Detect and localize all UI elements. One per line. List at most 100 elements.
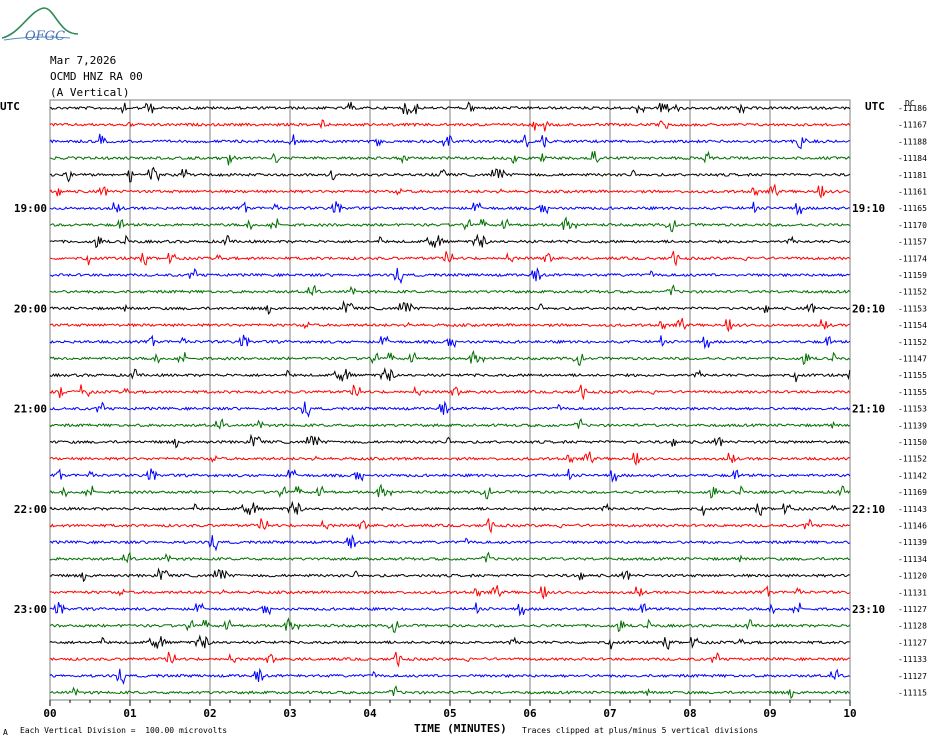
seismic-trace	[49, 685, 851, 700]
dc-offset-label: -11165	[898, 204, 927, 213]
left-hour-label: 20:00	[14, 302, 47, 315]
x-tick-label: 04	[363, 707, 377, 720]
left-hour-label: 22:00	[14, 503, 47, 516]
dc-offset-label: -11181	[898, 171, 927, 180]
seismic-trace	[49, 233, 851, 249]
ofgc-logo: OFGC	[1, 7, 79, 44]
seismic-trace	[49, 284, 851, 297]
dc-label: DC	[905, 99, 915, 108]
corner-mark: A	[3, 728, 8, 737]
dc-offset-label: -11186	[898, 104, 927, 113]
dc-offset-label: -11152	[898, 288, 927, 297]
seismic-trace	[49, 433, 850, 449]
left-hour-label: 21:00	[14, 403, 47, 416]
left-hour-label: 19:00	[14, 202, 47, 215]
dc-offset-label: -11143	[898, 505, 927, 514]
plot-date: Mar 7,2026	[50, 54, 117, 67]
seismic-trace	[49, 101, 851, 115]
seismic-trace	[49, 617, 851, 634]
seismic-trace	[49, 667, 851, 686]
dc-offset-label: -11157	[898, 238, 927, 247]
x-tick-label: 08	[683, 707, 696, 720]
seismic-trace	[49, 166, 851, 183]
seismic-trace	[49, 184, 850, 199]
dc-offset-label: -11188	[898, 137, 927, 146]
seismic-trace	[49, 201, 850, 216]
dc-offset-label: -11154	[898, 321, 927, 330]
dc-offset-label: -11139	[898, 538, 927, 547]
seismic-trace	[49, 317, 851, 333]
x-tick-label: 01	[123, 707, 137, 720]
seismic-trace	[49, 500, 850, 517]
seismic-trace	[49, 551, 850, 564]
dc-offset-label: -11167	[898, 121, 927, 130]
seismic-trace	[49, 601, 851, 617]
component-label: (A Vertical)	[50, 86, 130, 99]
seismic-trace	[49, 349, 851, 366]
x-tick-label: 02	[203, 707, 216, 720]
seismic-trace	[49, 133, 851, 150]
x-tick-label: 10	[843, 707, 856, 720]
dc-offset-label: -11174	[898, 254, 927, 263]
seismic-trace	[49, 483, 851, 500]
dc-offset-label: -11152	[898, 338, 927, 347]
dc-offset-label: -11127	[898, 638, 927, 647]
dc-offset-label: -11127	[898, 672, 927, 681]
dc-offset-label: -11128	[898, 622, 927, 631]
dc-offset-label: -11147	[898, 355, 927, 364]
seismic-trace	[49, 119, 851, 132]
dc-offset-label: -11131	[898, 588, 927, 597]
right-utc-label: UTC	[865, 100, 885, 113]
x-axis-title: TIME (MINUTES)	[414, 722, 507, 735]
seismic-trace	[49, 585, 851, 600]
seismic-trace	[49, 651, 850, 668]
x-tick-label: 06	[523, 707, 537, 720]
dc-offset-label: -11134	[898, 555, 927, 564]
seismic-trace	[49, 468, 851, 484]
dc-offset-label: -11170	[898, 221, 927, 230]
dc-offset-label: -11133	[898, 655, 927, 664]
right-hour-label: 21:10	[852, 403, 885, 416]
right-hour-label: 23:10	[852, 603, 885, 616]
x-tick-label: 05	[443, 707, 456, 720]
seismic-trace	[49, 400, 851, 418]
dc-offset-label: -11169	[898, 488, 927, 497]
right-hour-label: 19:10	[852, 202, 885, 215]
dc-offset-label: -11120	[898, 572, 927, 581]
dc-offset-label: -11153	[898, 405, 927, 414]
dc-offset-label: -11139	[898, 421, 927, 430]
dc-offset-label: -11115	[898, 689, 927, 698]
seismic-trace	[49, 266, 851, 285]
x-tick-label: 07	[603, 707, 616, 720]
dc-offset-label: -11184	[898, 154, 927, 163]
seismic-trace	[49, 334, 851, 350]
dc-offset-label: -11159	[898, 271, 927, 280]
dc-offset-label: -11153	[898, 304, 927, 313]
seismic-trace	[49, 634, 850, 650]
seismic-trace	[49, 384, 851, 401]
seismic-trace	[49, 518, 851, 534]
svg-text:OFGC: OFGC	[25, 29, 65, 44]
dc-offset-label: -11127	[898, 605, 927, 614]
seismic-trace	[50, 251, 851, 267]
clip-note: Traces clipped at plus/minus 5 vertical …	[522, 726, 759, 735]
left-hour-label: 23:00	[14, 603, 47, 616]
seismic-trace	[49, 451, 850, 467]
x-tick-label: 00	[43, 707, 56, 720]
left-utc-label: UTC	[0, 100, 20, 113]
dc-offset-label: -11146	[898, 522, 927, 531]
seismic-trace	[49, 534, 851, 552]
scale-note: Each Vertical Division = 100.00 microvol…	[20, 726, 228, 735]
dc-offset-label: -11155	[898, 388, 927, 397]
seismic-trace	[49, 567, 850, 583]
station-code: OCMD HNZ RA 00	[50, 70, 143, 83]
seismic-trace	[49, 417, 851, 430]
dc-offset-label: -11161	[898, 188, 927, 197]
x-tick-label: 03	[283, 707, 296, 720]
dc-offset-label: -11150	[898, 438, 927, 447]
right-hour-label: 20:10	[852, 302, 885, 315]
x-tick-label: 09	[763, 707, 776, 720]
seismic-trace	[49, 367, 851, 383]
dc-offset-label: -11142	[898, 471, 927, 480]
